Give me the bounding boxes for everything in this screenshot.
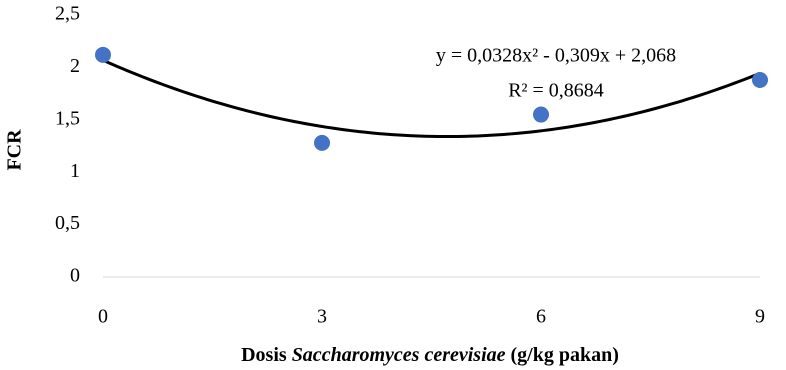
y-tick-label: 0,5 (55, 212, 80, 234)
r-squared: R² = 0,8684 (508, 80, 604, 102)
x-label-part: Saccharomyces cerevisiae (292, 344, 506, 366)
x-tick-label: 0 (98, 306, 108, 328)
trendline (102, 58, 761, 139)
x-axis-label: Dosis Saccharomyces cerevisiae (g/kg pak… (241, 344, 619, 366)
y-tick-label: 1,5 (55, 107, 80, 129)
y-axis-label: FCR (4, 129, 26, 171)
data-point (533, 106, 549, 123)
y-tick-label: 2,5 (55, 3, 80, 25)
x-label-part: Dosis (241, 344, 292, 366)
x-tick-label: 9 (755, 306, 765, 328)
x-tick-label: 6 (536, 306, 546, 328)
x-tick-label: 3 (317, 306, 327, 328)
y-tick-label: 2 (70, 55, 80, 77)
data-point (95, 46, 111, 63)
y-tick-label: 1 (70, 160, 80, 182)
data-point (752, 71, 768, 88)
x-label-part: (g/kg pakan) (506, 344, 619, 366)
data-point (314, 134, 330, 151)
y-tick-label: 0 (70, 265, 80, 287)
equation: y = 0,0328x² - 0,309x + 2,068 (436, 45, 676, 67)
